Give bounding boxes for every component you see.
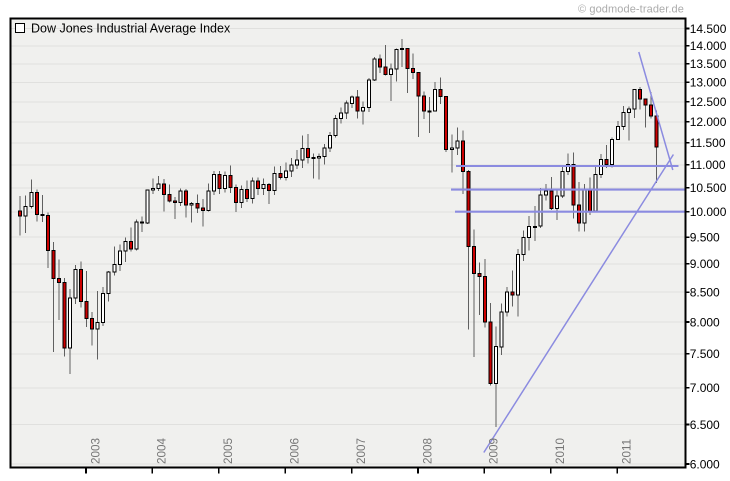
svg-text:14.500: 14.500: [690, 22, 727, 36]
svg-text:13.000: 13.000: [690, 76, 727, 90]
svg-text:12.000: 12.000: [690, 115, 727, 129]
svg-text:2007: 2007: [355, 438, 368, 464]
svg-text:11.500: 11.500: [690, 136, 726, 150]
svg-text:6.500: 6.500: [690, 418, 720, 432]
svg-text:7.500: 7.500: [690, 347, 720, 361]
svg-text:10.500: 10.500: [690, 181, 727, 195]
svg-text:10.000: 10.000: [690, 205, 727, 219]
svg-text:Dow Jones Industrial Average I: Dow Jones Industrial Average Index: [31, 22, 231, 36]
svg-text:9.500: 9.500: [690, 231, 720, 245]
svg-text:2009: 2009: [488, 438, 501, 464]
svg-text:12.500: 12.500: [690, 95, 727, 109]
svg-text:6.000: 6.000: [690, 457, 720, 471]
svg-text:2006: 2006: [289, 438, 302, 464]
svg-text:11.000: 11.000: [690, 158, 726, 172]
svg-text:8.000: 8.000: [690, 315, 720, 329]
svg-text:8.500: 8.500: [690, 285, 720, 299]
svg-text:2008: 2008: [421, 438, 434, 464]
svg-text:2005: 2005: [222, 437, 235, 464]
svg-text:2003: 2003: [89, 438, 102, 464]
svg-text:2010: 2010: [554, 437, 567, 464]
svg-text:7.000: 7.000: [690, 381, 720, 395]
svg-text:2004: 2004: [156, 437, 169, 464]
svg-text:9.000: 9.000: [690, 257, 720, 271]
svg-text:14.000: 14.000: [690, 39, 727, 53]
svg-text:13.500: 13.500: [690, 57, 727, 71]
svg-text:2011: 2011: [621, 439, 634, 464]
svg-text:© godmode-trader.de: © godmode-trader.de: [578, 4, 684, 16]
